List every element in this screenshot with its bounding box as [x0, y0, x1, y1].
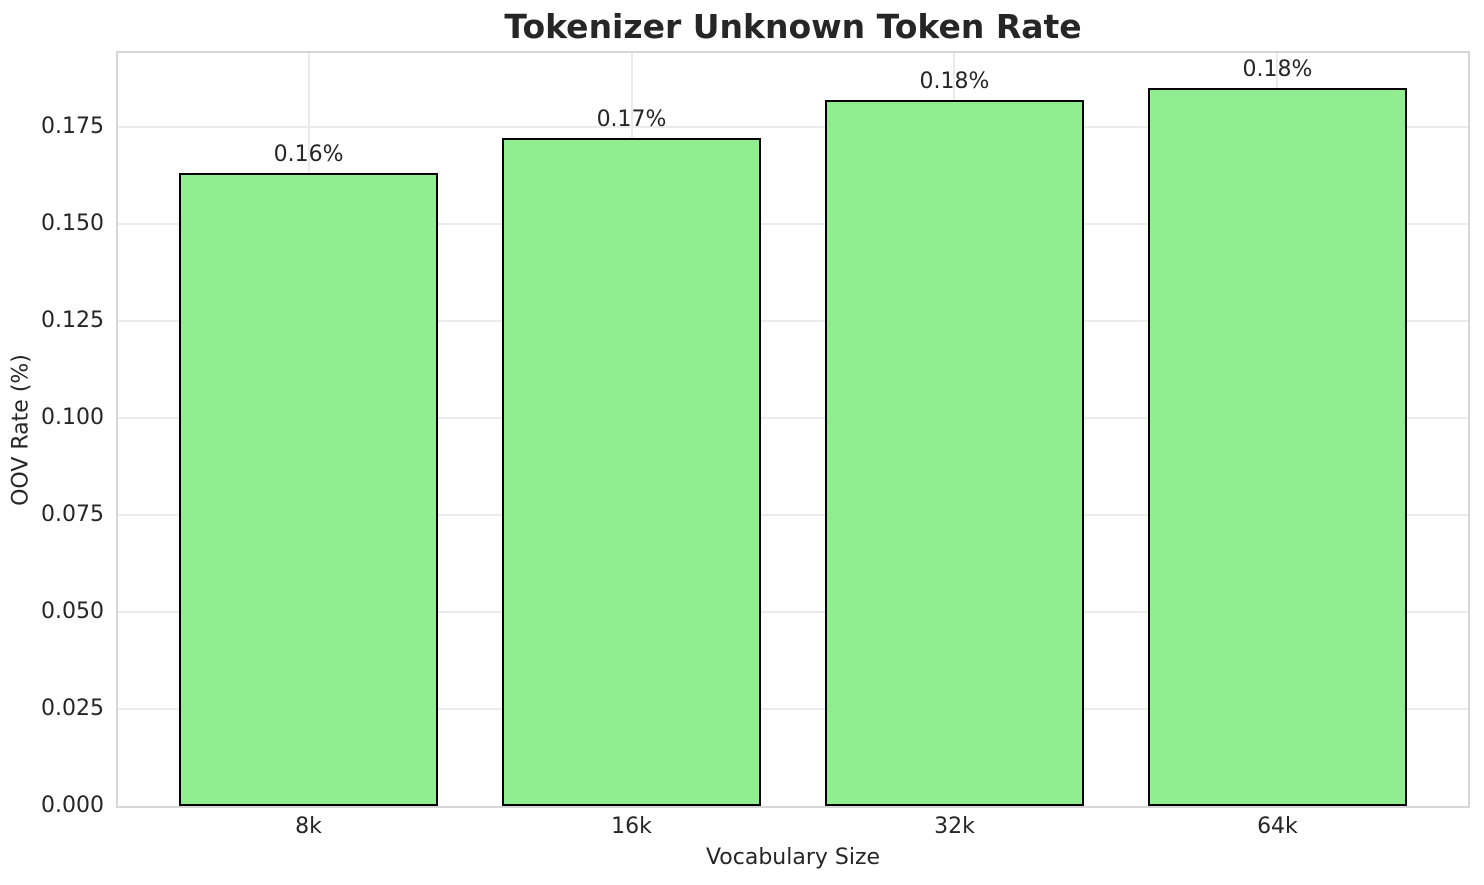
y-tick-label: 0.025: [41, 695, 104, 721]
h-gridline: [118, 707, 1468, 710]
x-tick-label: 64k: [1257, 814, 1298, 839]
bar-value-label: 0.17%: [596, 107, 667, 133]
y-tick-label: 0.000: [41, 793, 104, 818]
y-axis-ticks: 0.000 0.025 0.050 0.075 0.100 0.125 0.150 0.175: [0, 53, 112, 818]
x-axis-ticks: 8k 16k 32k 64k: [118, 808, 1468, 840]
bar-64k: [1148, 87, 1407, 806]
bar-value-label: 0.18%: [1242, 56, 1313, 82]
x-tick-label: 8k: [295, 814, 322, 839]
plot-area: 0.16% 0.17% 0.18% 0.18%: [116, 51, 1470, 808]
h-gridline: [118, 125, 1468, 128]
h-gridline: [118, 513, 1468, 516]
bar-value-label: 0.16%: [273, 142, 344, 168]
h-gridline: [118, 610, 1468, 613]
y-tick-label: 0.125: [41, 307, 104, 333]
x-tick-label: 16k: [611, 814, 652, 839]
x-tick-label: 32k: [934, 814, 975, 839]
h-gridline: [118, 416, 1468, 419]
bar-32k: [825, 99, 1084, 806]
chart-title: Tokenizer Unknown Token Rate: [504, 7, 1082, 46]
h-gridline: [118, 319, 1468, 322]
h-gridline: [118, 222, 1468, 225]
y-tick-label: 0.150: [41, 210, 104, 236]
y-tick-label: 0.100: [41, 404, 104, 430]
y-tick-label: 0.050: [41, 598, 104, 624]
bar-8k: [179, 173, 438, 806]
bar-value-label: 0.18%: [919, 68, 990, 94]
bar-16k: [502, 138, 761, 806]
x-axis-label: Vocabulary Size: [705, 845, 881, 870]
y-tick-label: 0.175: [41, 113, 104, 139]
y-tick-label: 0.075: [41, 501, 104, 527]
